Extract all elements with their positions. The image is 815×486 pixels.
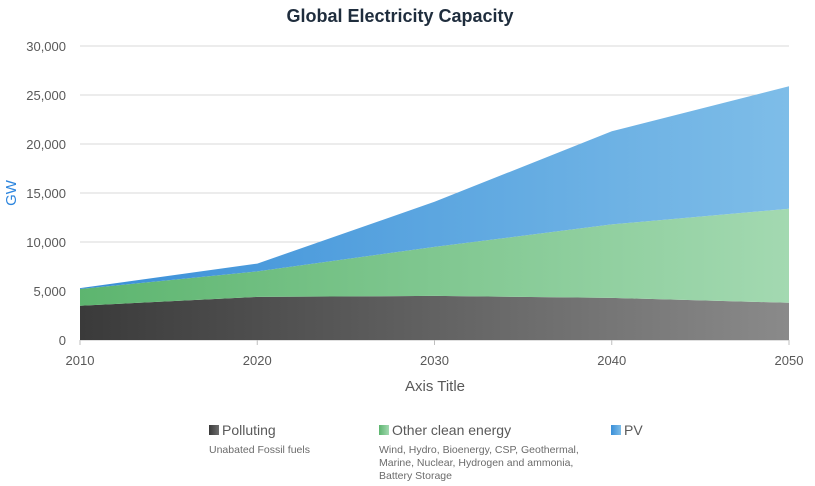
x-axis-ticks: 2010 2020 2030 2040 2050 bbox=[66, 340, 804, 368]
plot-areas bbox=[80, 86, 789, 340]
y-tick-label: 30,000 bbox=[26, 39, 66, 54]
y-tick-label: 10,000 bbox=[26, 235, 66, 250]
legend-label-pv: PV bbox=[624, 422, 643, 438]
legend-desc-other-clean-energy: Wind, Hydro, Bioenergy, CSP, Geothermal,… bbox=[379, 444, 579, 482]
chart-title: Global Electricity Capacity bbox=[286, 6, 513, 26]
legend-swatch-polluting bbox=[209, 425, 219, 435]
x-tick-label: 2050 bbox=[775, 353, 804, 368]
legend-swatch-pv bbox=[611, 425, 621, 435]
area-pv bbox=[80, 86, 789, 289]
y-tick-label: 20,000 bbox=[26, 137, 66, 152]
x-tick-label: 2020 bbox=[243, 353, 272, 368]
x-tick-label: 2040 bbox=[597, 353, 626, 368]
y-tick-label: 15,000 bbox=[26, 186, 66, 201]
legend-item-polluting[interactable]: Polluting Unabated Fossil fuels bbox=[209, 422, 359, 457]
y-tick-label: 0 bbox=[59, 333, 66, 348]
y-tick-label: 5,000 bbox=[33, 284, 66, 299]
y-tick-label: 25,000 bbox=[26, 88, 66, 103]
x-tick-label: 2030 bbox=[420, 353, 449, 368]
y-axis-ticks: 0 5,000 10,000 15,000 20,000 25,000 30,000 bbox=[26, 39, 66, 348]
y-axis-title: GW bbox=[3, 179, 20, 206]
area-other-clean-energy bbox=[80, 208, 789, 306]
legend-item-pv[interactable]: PV bbox=[611, 422, 643, 438]
x-tick-label: 2010 bbox=[66, 353, 95, 368]
legend-swatch-other-clean-energy bbox=[379, 425, 389, 435]
legend-desc-polluting: Unabated Fossil fuels bbox=[209, 444, 310, 456]
legend-item-other-clean-energy[interactable]: Other clean energy Wind, Hydro, Bioenerg… bbox=[379, 422, 584, 483]
legend-label-polluting: Polluting bbox=[222, 422, 276, 438]
area-polluting bbox=[80, 295, 789, 340]
x-axis-title: Axis Title bbox=[405, 378, 465, 395]
legend-label-other-clean-energy: Other clean energy bbox=[392, 422, 512, 438]
